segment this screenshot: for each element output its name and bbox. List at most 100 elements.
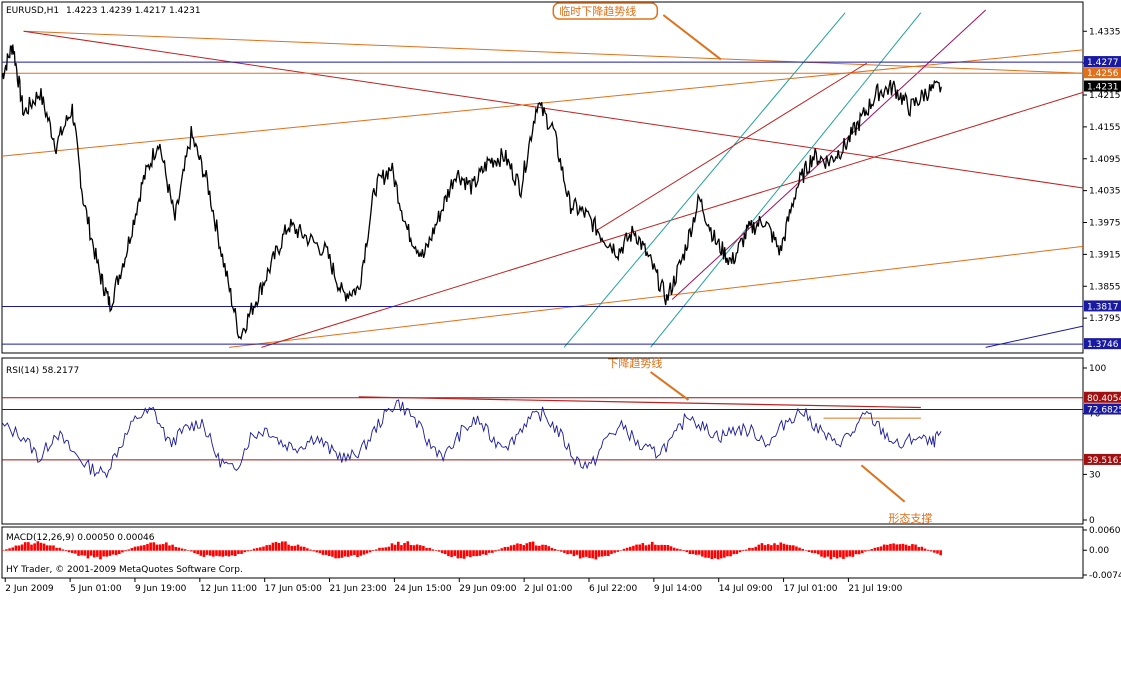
macd-bar [625,547,629,551]
macd-bar [218,550,221,557]
x-tick-label: 9 Jul 14:00 [654,584,703,594]
macd-bar [726,550,729,557]
macd-bar [49,545,52,551]
macd-bar [920,546,924,551]
macd-bar [531,541,535,551]
macd-bar [538,545,541,551]
macd-bar [152,542,156,551]
macd-bar [453,550,457,556]
macd-bar [864,550,867,552]
macd-bar [246,550,250,552]
rsi-series [1,399,942,479]
macd-bar [371,550,375,551]
macd-bar [89,550,93,556]
macd-bar [813,550,817,554]
macd-bar [11,547,15,551]
macd-bar [425,547,428,551]
macd-bar [306,548,309,551]
macd-bar [215,550,218,556]
macd-bar [472,550,475,557]
macd-bar [528,542,532,551]
macd-bar [707,550,710,558]
macd-bar [810,550,814,553]
macd-y-tick-label: 0.00 [1089,546,1109,556]
macd-bar [337,550,341,559]
macd-bar [760,543,764,551]
macd-bar [121,550,124,553]
macd-bar [230,550,234,556]
macd-bar [199,550,203,556]
macd-bar [349,550,353,556]
x-tick-label: 12 Jun 11:00 [200,584,257,594]
macd-bar [70,550,74,553]
rsi-level-label: 80.4054 [1087,394,1121,404]
macd-bar [36,541,40,551]
macd-bar [848,550,852,557]
macd-bar [738,550,742,553]
macd-bar [190,550,193,552]
macd-y-tick-label: -0.00743 [1089,571,1121,581]
macd-bar [124,550,127,552]
macd-bar [378,547,381,551]
trendline-lower-ascending [228,245,1084,348]
macd-bar [136,546,140,551]
macd-bar [168,545,171,551]
channel-teal-upper [650,12,922,348]
macd-bar [390,543,394,551]
macd-bar [509,545,513,551]
trendline-upper-ascending [1,49,1084,157]
macd-bar [563,550,566,553]
macd-bar [688,550,692,555]
price-level-label: 1.3817 [1087,302,1119,312]
macd-bar [130,548,134,551]
macd-bar [779,542,783,551]
macd-bar [691,550,695,555]
macd-bar [798,547,801,551]
macd-bar [381,547,384,551]
macd-bar [277,542,281,551]
macd-bar [676,548,679,551]
macd-bar [328,550,331,557]
macd-bar [155,544,159,551]
macd-bar [428,547,431,551]
macd-bar [581,550,585,558]
macd-bar [161,544,165,551]
macd-bar [845,550,848,557]
macd-bar [384,547,388,551]
macd-bar [375,549,378,551]
macd-bar [403,543,406,551]
macd-bar [898,544,902,551]
macd-bar [296,544,300,551]
macd-bar [632,545,635,551]
price-header: EURUSD,H1 [6,6,59,16]
macd-bar [603,550,607,556]
macd-bar [679,549,682,551]
price-y-tick-label: 1.3795 [1089,314,1121,324]
macd-bar [331,550,334,557]
macd-bar [475,550,478,557]
channel-teal-lower [563,12,846,348]
macd-bar [102,550,105,557]
macd-bar [566,550,569,555]
macd-bar [17,545,21,551]
macd-bar [409,544,413,551]
macd-bar [795,546,798,551]
macd-bar [622,548,626,551]
macd-bar [929,550,933,552]
macd-bar [196,550,199,555]
macd-bar [607,550,610,556]
annotation-arrow [662,14,722,61]
macd-bar [685,550,689,553]
macd-bar [212,550,215,557]
macd-bar [74,550,77,554]
trendline-mid-ascending [261,91,1084,348]
macd-bar [243,550,246,553]
price-y-tick-label: 1.3915 [1089,250,1121,260]
macd-bar [440,550,444,554]
rsi-y-tick-label: 0 [1089,516,1095,526]
macd-bar [550,547,554,551]
macd-bar [224,550,228,556]
macd-bar [99,550,102,560]
macd-bar [588,550,591,558]
